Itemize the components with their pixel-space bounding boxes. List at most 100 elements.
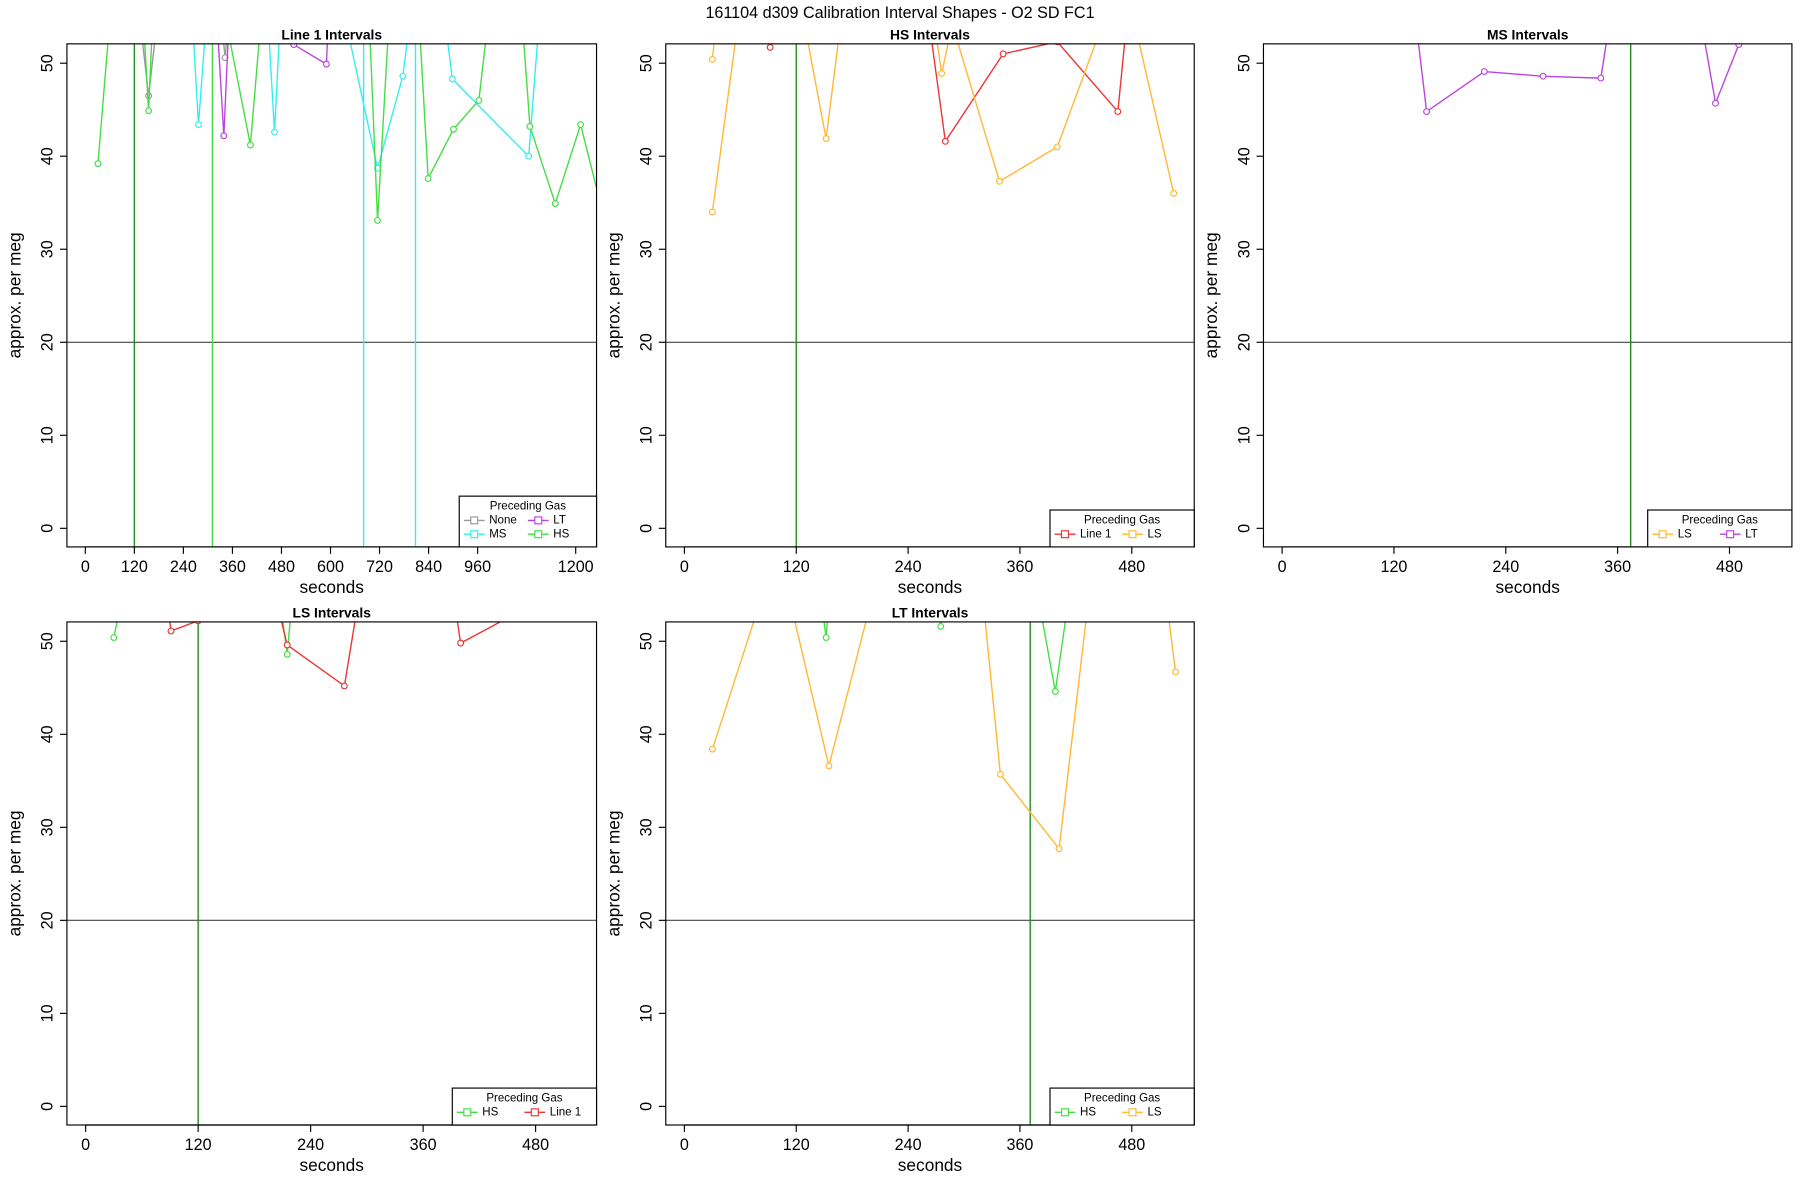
legend-label: None <box>489 514 517 526</box>
data-point <box>708 208 716 216</box>
x-tick-label: 480 <box>1118 558 1145 576</box>
x-tick-label: 240 <box>170 558 197 576</box>
data-point <box>1597 74 1605 82</box>
data-point <box>1170 189 1178 197</box>
plot-area <box>66 621 597 1125</box>
panel: Line 1 Intervals seconds approx. per meg 0 1… <box>5 26 598 597</box>
data-point <box>1423 108 1431 116</box>
data-point <box>1712 99 1719 107</box>
y-tick-label: 10 <box>39 1004 57 1022</box>
data-point <box>941 137 949 145</box>
y-tick-label: 30 <box>39 818 57 836</box>
y-tick-label: 0 <box>638 524 656 533</box>
y-tick-label: 50 <box>39 632 57 650</box>
y-tick-label: 0 <box>638 1102 656 1111</box>
data-point <box>271 128 278 136</box>
legend-label: LT <box>1745 528 1758 540</box>
data-point <box>1053 143 1061 151</box>
y-tick-label: 20 <box>638 333 656 351</box>
x-tick-label: 360 <box>1006 558 1033 576</box>
y-tick-label: 40 <box>39 725 57 743</box>
y-tick-label: 20 <box>1235 333 1253 351</box>
legend-swatch-point <box>530 1108 539 1117</box>
plot-area <box>665 621 1195 1125</box>
x-tick-label: 0 <box>1278 558 1287 576</box>
data-point <box>424 175 432 183</box>
plot-frame <box>665 621 1195 1126</box>
legend-swatch-point <box>1726 530 1735 539</box>
y-tick-label: 10 <box>638 426 656 444</box>
x-tick-label: 120 <box>1380 558 1407 576</box>
legend-box <box>1049 509 1195 548</box>
data-point <box>246 141 254 149</box>
data-point <box>526 122 534 130</box>
x-tick-label: 960 <box>464 558 491 576</box>
data-point <box>996 770 1004 778</box>
x-tick-label: 360 <box>1006 1136 1033 1154</box>
legend-swatch-point <box>463 1108 472 1117</box>
y-tick-label: 50 <box>1235 54 1253 72</box>
data-point <box>110 634 118 642</box>
data-point <box>1539 72 1547 80</box>
y-tick-label: 40 <box>39 147 57 165</box>
data-point <box>290 43 298 49</box>
x-tick-label: 120 <box>185 1136 212 1154</box>
y-tick-label: 50 <box>638 54 656 72</box>
x-tick-label: 120 <box>783 1136 810 1154</box>
x-tick-label: 840 <box>415 558 442 576</box>
y-tick-label: 20 <box>39 911 57 929</box>
panel: LT Intervals seconds approx. per meg 0 120 24… <box>604 605 1195 1175</box>
panel-title: LT Intervals <box>892 605 969 621</box>
x-tick-label: 0 <box>680 1136 689 1154</box>
data-point <box>399 72 407 80</box>
data-point <box>220 132 228 140</box>
series-line <box>1417 43 1740 113</box>
data-point <box>448 75 456 83</box>
legend-label: LS <box>1148 1106 1162 1118</box>
y-tick-label: 40 <box>638 147 656 165</box>
x-tick-label: 0 <box>81 558 90 576</box>
panel-title: LS Intervals <box>293 605 372 621</box>
data-point <box>937 622 945 630</box>
data-point <box>94 160 102 168</box>
data-point <box>525 152 533 160</box>
data-point <box>145 107 153 115</box>
y-axis-label: approx. per meg <box>604 232 624 358</box>
x-tick-label: 1200 <box>558 558 594 576</box>
y-tick-label: 40 <box>1235 147 1253 165</box>
x-tick-label: 240 <box>895 558 922 576</box>
legend-swatch-point <box>470 516 479 525</box>
y-tick-label: 0 <box>39 1102 57 1111</box>
y-tick-label: 50 <box>638 632 656 650</box>
legend-title: Preceding Gas <box>1084 1093 1160 1105</box>
data-point <box>374 216 381 224</box>
x-tick-label: 480 <box>1716 558 1743 576</box>
legend-title: Preceding Gas <box>1084 514 1160 526</box>
data-point <box>999 50 1007 58</box>
y-tick-label: 30 <box>638 818 656 836</box>
panel: LS Intervals seconds approx. per meg 0 120 24… <box>5 605 598 1175</box>
x-tick-label: 240 <box>297 1136 324 1154</box>
legend-title: Preceding Gas <box>490 501 566 513</box>
x-tick-label: 120 <box>121 558 148 576</box>
legend-title: Preceding Gas <box>1682 514 1758 526</box>
legend-swatch-point <box>534 530 543 539</box>
data-point <box>1172 668 1180 676</box>
data-point <box>708 745 716 753</box>
data-point <box>340 682 348 690</box>
x-axis-label: seconds <box>1495 577 1560 597</box>
legend-label: Line 1 <box>550 1106 581 1118</box>
legend-box <box>458 495 598 548</box>
legend-label: HS <box>553 528 569 540</box>
x-tick-label: 360 <box>410 1136 437 1154</box>
plot-area <box>1263 43 1792 547</box>
x-tick-label: 120 <box>783 558 810 576</box>
data-point <box>167 627 175 635</box>
legend: Preceding Gas LS LT <box>1647 509 1793 548</box>
plot-frame <box>1262 43 1793 548</box>
data-point <box>577 121 585 129</box>
